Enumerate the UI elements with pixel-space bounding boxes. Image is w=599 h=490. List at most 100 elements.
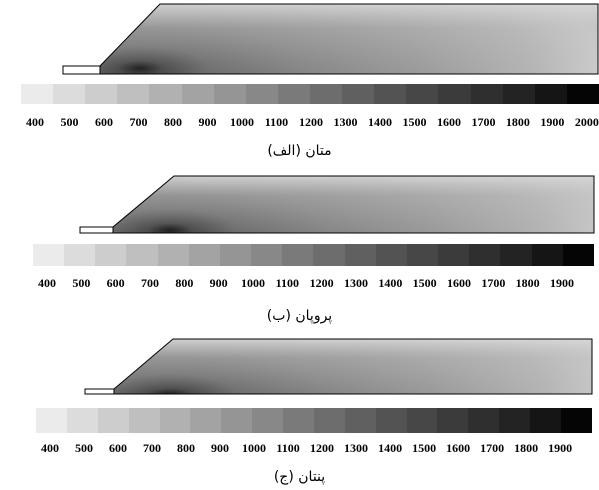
legend-swatch	[126, 244, 158, 266]
color-legend-a	[21, 84, 599, 104]
legend-swatch	[344, 408, 376, 433]
tick-label: 1700	[471, 115, 496, 129]
tick-label: 700	[143, 441, 162, 455]
tick-label: 1000	[240, 276, 265, 290]
tick-labels-b: 400 500 600 700 800 900 1000 1100 1200 1300 1400 15…	[33, 276, 574, 290]
legend-swatch	[181, 84, 214, 104]
tick-label: 400	[26, 115, 44, 129]
tick-label: 1800	[505, 115, 530, 129]
legend-swatch	[85, 84, 118, 104]
tick-label: 1900	[540, 115, 565, 129]
tick-label: 1300	[343, 276, 368, 290]
legend-swatch	[149, 84, 182, 104]
legend-swatch	[313, 408, 345, 433]
legend-swatch	[188, 244, 220, 266]
legend-swatch	[66, 408, 98, 433]
tick-label: 1400	[367, 115, 392, 129]
caption-c: (ج) پنتان	[273, 469, 326, 485]
tick-label: 700	[140, 276, 159, 290]
legend-swatch	[252, 408, 283, 433]
temperature-contour-plot-b	[79, 175, 595, 234]
tick-label: 1400	[378, 276, 403, 290]
contour-panel-a: 400 500 600 700 800 900 1000 1100 1200 1300 1400 15…	[0, 0, 599, 165]
color-legend-b	[33, 244, 594, 266]
tick-label: 1300	[344, 441, 369, 455]
legend-swatch	[157, 244, 189, 266]
legend-swatch	[374, 84, 407, 104]
tick-label: 1100	[264, 115, 289, 129]
tick-label: 1700	[481, 276, 506, 290]
tick-label: 900	[198, 115, 217, 129]
domain-top-shade	[113, 176, 594, 233]
legend-swatch	[95, 244, 127, 266]
legend-swatch	[375, 244, 407, 266]
caption-a: (الف) متان	[267, 143, 332, 159]
tick-label: 1500	[402, 115, 427, 129]
legend-swatch	[468, 408, 500, 433]
legend-swatch	[213, 84, 246, 104]
inlet-duct	[84, 388, 115, 395]
tick-label: 1600	[446, 441, 471, 455]
legend-swatch	[375, 408, 407, 433]
tick-label: 1100	[275, 276, 299, 290]
legend-swatch	[117, 84, 150, 104]
legend-swatch	[500, 244, 532, 266]
color-legend-c	[36, 408, 592, 433]
legend-swatch	[406, 244, 439, 266]
legend-swatch	[283, 408, 314, 433]
legend-swatch	[159, 408, 191, 433]
legend-swatch	[21, 84, 54, 104]
tick-labels-a: 400 500 600 700 800 900 1000 1100 1200 1300 1400 15…	[21, 115, 599, 129]
legend-swatch	[33, 244, 65, 266]
tick-label: 1000	[242, 441, 267, 455]
contour-panel-b: 400 500 600 700 800 900 1000 1100 1200 1300 1400 15…	[0, 170, 599, 330]
legend-swatch	[309, 84, 343, 104]
tick-label: 600	[94, 115, 113, 129]
legend-swatch	[406, 84, 439, 104]
domain-top-shade	[100, 4, 598, 74]
tick-label: 1200	[310, 441, 335, 455]
tick-label: 1600	[446, 276, 471, 290]
legend-swatch	[530, 408, 561, 433]
legend-swatch	[562, 244, 594, 266]
tick-label: 400	[41, 441, 59, 455]
tick-labels-c: 400 500 600 700 800 900 1000 1100 1200 1300 1400 15…	[36, 441, 572, 455]
legend-swatch	[438, 244, 470, 266]
legend-swatch	[53, 84, 86, 104]
tick-label: 1100	[276, 441, 300, 455]
legend-swatch	[502, 84, 535, 104]
tick-label: 1500	[412, 441, 437, 455]
legend-swatch	[406, 408, 438, 433]
legend-swatch	[534, 84, 567, 104]
temperature-contour-plot-a	[62, 3, 599, 75]
inlet-duct	[62, 65, 101, 75]
tick-label: 1500	[412, 276, 437, 290]
tick-label: 500	[60, 115, 79, 129]
legend-swatch	[470, 84, 503, 104]
legend-swatch	[251, 244, 283, 266]
domain-top-shade	[114, 339, 592, 394]
tick-label: 800	[175, 276, 194, 290]
tick-label: 1200	[309, 276, 334, 290]
tick-label: 600	[106, 276, 125, 290]
tick-label: 1900	[549, 276, 574, 290]
caption-b: (ب) پروپان	[266, 308, 333, 324]
inlet-duct	[79, 226, 114, 234]
legend-swatch	[469, 244, 501, 266]
legend-swatch	[342, 84, 375, 104]
tick-label: 600	[109, 441, 127, 455]
tick-label: 800	[163, 115, 182, 129]
legend-swatch	[64, 244, 96, 266]
tick-label: 1600	[436, 115, 461, 129]
tick-label: 500	[72, 276, 91, 290]
contour-panel-c: 400 500 600 700 800 900 1000 1100 1200 1300 1400 15…	[0, 335, 599, 490]
legend-swatch	[97, 408, 129, 433]
legend-swatch	[190, 408, 222, 433]
legend-swatch	[219, 244, 252, 266]
legend-swatch	[560, 408, 592, 433]
tick-label: 900	[209, 276, 228, 290]
tick-label: 1000	[229, 115, 254, 129]
legend-swatch	[277, 84, 310, 104]
tick-label: 1900	[548, 441, 573, 455]
tick-label: 1800	[515, 276, 540, 290]
